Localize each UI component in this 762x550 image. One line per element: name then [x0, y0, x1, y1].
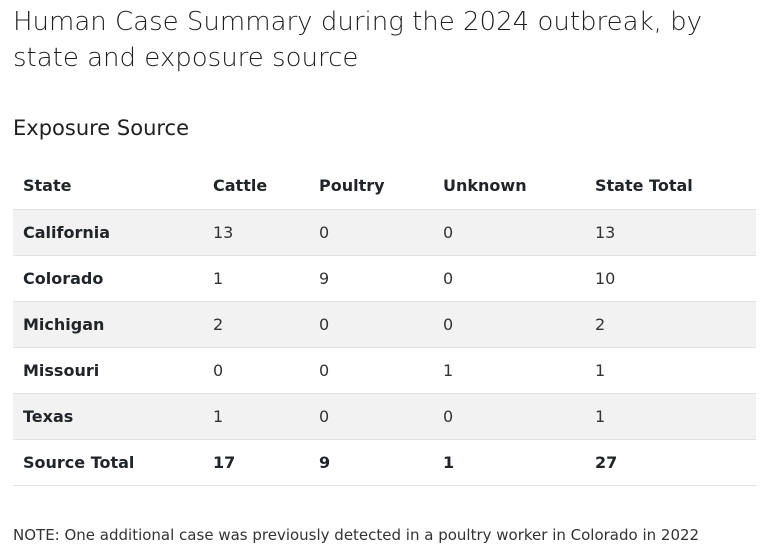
- state-cell: Missouri: [13, 347, 203, 394]
- state-cell: Colorado: [13, 255, 203, 302]
- page-title: Human Case Summary during the 2024 outbr…: [13, 7, 703, 73]
- header-row: State Cattle Poultry Unknown State Total: [13, 163, 756, 210]
- state-cell: California: [13, 209, 203, 256]
- unknown-cell: 0: [433, 255, 585, 302]
- unknown-total-cell: 1: [433, 439, 585, 486]
- table-body: California 13 0 0 13 Colorado 1 9 0 10 M…: [13, 209, 756, 486]
- poultry-cell: 0: [309, 209, 433, 256]
- poultry-cell: 0: [309, 393, 433, 440]
- section-heading: Exposure Source: [13, 116, 190, 140]
- column-header-cattle: Cattle: [203, 163, 309, 210]
- unknown-cell: 0: [433, 393, 585, 440]
- column-header-state-total: State Total: [585, 163, 756, 210]
- unknown-cell: 0: [433, 301, 585, 348]
- cattle-cell: 2: [203, 301, 309, 348]
- source-total-label: Source Total: [13, 439, 203, 486]
- unknown-cell: 0: [433, 209, 585, 256]
- column-header-poultry: Poultry: [309, 163, 433, 210]
- state-total-cell: 10: [585, 255, 756, 302]
- state-total-cell: 2: [585, 301, 756, 348]
- table-row: Missouri 0 0 1 1: [13, 347, 756, 394]
- state-cell: Michigan: [13, 301, 203, 348]
- state-total-cell: 13: [585, 209, 756, 256]
- cattle-total-cell: 17: [203, 439, 309, 486]
- poultry-cell: 0: [309, 301, 433, 348]
- state-total-cell: 1: [585, 347, 756, 394]
- case-summary-table: State Cattle Poultry Unknown State Total…: [13, 163, 756, 486]
- state-cell: Texas: [13, 393, 203, 440]
- cattle-cell: 1: [203, 393, 309, 440]
- column-header-state: State: [13, 163, 203, 210]
- source-total-row: Source Total 17 9 1 27: [13, 439, 756, 486]
- cattle-cell: 0: [203, 347, 309, 394]
- cattle-cell: 13: [203, 209, 309, 256]
- poultry-total-cell: 9: [309, 439, 433, 486]
- state-total-cell: 1: [585, 393, 756, 440]
- footnote: NOTE: One additional case was previously…: [13, 526, 700, 544]
- table-header: State Cattle Poultry Unknown State Total: [13, 163, 756, 210]
- column-header-unknown: Unknown: [433, 163, 585, 210]
- table-row: California 13 0 0 13: [13, 209, 756, 256]
- unknown-cell: 1: [433, 347, 585, 394]
- table-row: Texas 1 0 0 1: [13, 393, 756, 440]
- poultry-cell: 0: [309, 347, 433, 394]
- cattle-cell: 1: [203, 255, 309, 302]
- table-row: Michigan 2 0 0 2: [13, 301, 756, 348]
- grand-total-cell: 27: [585, 439, 756, 486]
- table-row: Colorado 1 9 0 10: [13, 255, 756, 302]
- poultry-cell: 9: [309, 255, 433, 302]
